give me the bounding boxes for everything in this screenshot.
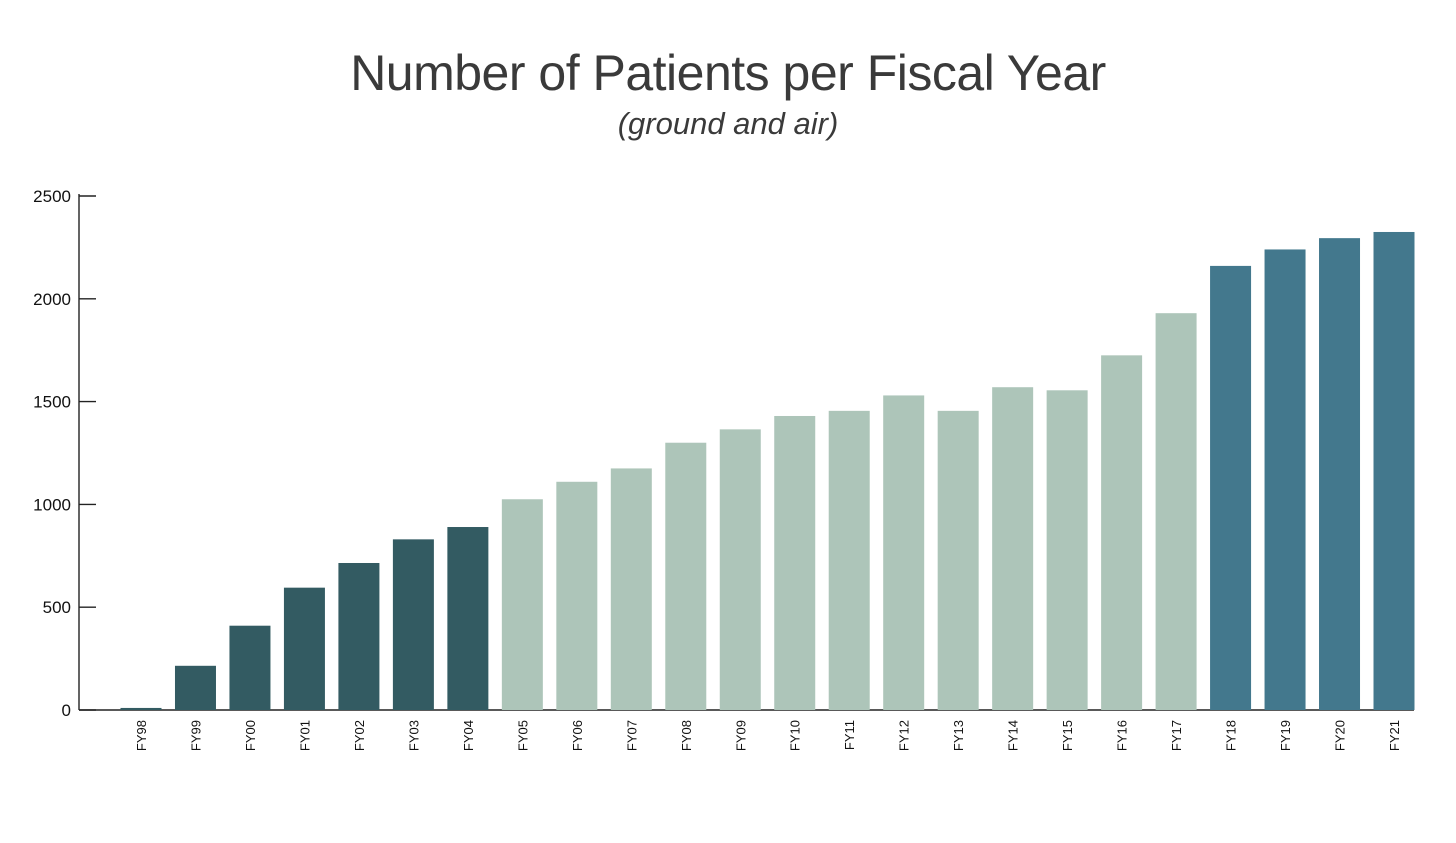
bar-fy18 — [1210, 265, 1252, 710]
x-tick-label-fy05: FY05 — [515, 720, 530, 751]
bar-fy14 — [992, 387, 1034, 710]
bar-fy00 — [229, 625, 271, 710]
bar-fy17 — [1155, 313, 1197, 710]
x-tick-label-fy20: FY20 — [1333, 720, 1348, 751]
y-tick-label: 500 — [43, 598, 71, 617]
bar-fy13 — [937, 410, 979, 710]
chart-title: Number of Patients per Fiscal Year — [350, 45, 1106, 101]
bar-fy06 — [556, 481, 598, 710]
x-tick-label-fy15: FY15 — [1060, 720, 1075, 751]
chart-subtitle: (ground and air) — [617, 106, 839, 141]
x-tick-label-fy19: FY19 — [1278, 720, 1293, 751]
x-tick-label-fy21: FY21 — [1387, 720, 1402, 751]
chart-bars — [120, 231, 1415, 711]
x-tick-label-fy01: FY01 — [297, 720, 312, 751]
bar-fy03 — [392, 539, 434, 710]
x-tick-label-fy11: FY11 — [842, 720, 857, 750]
y-tick-label: 0 — [62, 701, 71, 720]
y-tick-label: 2000 — [33, 290, 71, 309]
bar-fy99 — [174, 665, 216, 710]
x-tick-label-fy04: FY04 — [461, 720, 476, 751]
bar-fy19 — [1264, 249, 1306, 710]
y-tick-label: 1000 — [33, 495, 71, 514]
y-axis-tick-labels: 0 500 1000 1500 2000 2500 — [33, 187, 71, 720]
bar-fy07 — [610, 468, 652, 710]
x-axis-category-labels: FY98 FY99 FY00 FY01 FY02 FY03 FY04 FY05 FY06 FY07… — [134, 720, 1402, 751]
x-tick-label-fy98: FY98 — [134, 720, 149, 751]
bar-fy20 — [1319, 238, 1361, 710]
y-tick-label: 2500 — [33, 187, 71, 206]
x-tick-label-fy09: FY09 — [733, 720, 748, 751]
bar-fy09 — [719, 429, 761, 710]
x-tick-label-fy16: FY16 — [1115, 720, 1130, 751]
x-tick-label-fy10: FY10 — [788, 720, 803, 751]
x-tick-label-fy06: FY06 — [570, 720, 585, 751]
bar-fy02 — [338, 562, 380, 710]
x-tick-label-fy07: FY07 — [624, 720, 639, 751]
x-tick-label-fy17: FY17 — [1169, 720, 1184, 751]
x-tick-label-fy03: FY03 — [406, 720, 421, 751]
x-tick-label-fy12: FY12 — [897, 720, 912, 751]
bar-fy12 — [883, 395, 925, 710]
bar-fy10 — [774, 415, 816, 710]
bar-fy98 — [120, 707, 162, 710]
bar-fy08 — [665, 442, 707, 710]
x-tick-label-fy02: FY02 — [352, 720, 367, 751]
bar-fy15 — [1046, 390, 1088, 710]
x-tick-label-fy08: FY08 — [679, 720, 694, 751]
x-tick-label-fy00: FY00 — [243, 720, 258, 751]
x-tick-label-fy14: FY14 — [1006, 720, 1021, 751]
x-tick-label-fy99: FY99 — [188, 720, 203, 751]
x-tick-label-fy18: FY18 — [1224, 720, 1239, 751]
bar-fy21 — [1373, 231, 1415, 711]
bar-fy01 — [283, 587, 325, 710]
bar-fy04 — [447, 527, 489, 710]
bar-fy11 — [828, 410, 870, 710]
y-tick-label: 1500 — [33, 393, 71, 412]
x-tick-label-fy13: FY13 — [951, 720, 966, 751]
bar-fy16 — [1101, 355, 1143, 710]
bar-fy05 — [501, 499, 543, 710]
